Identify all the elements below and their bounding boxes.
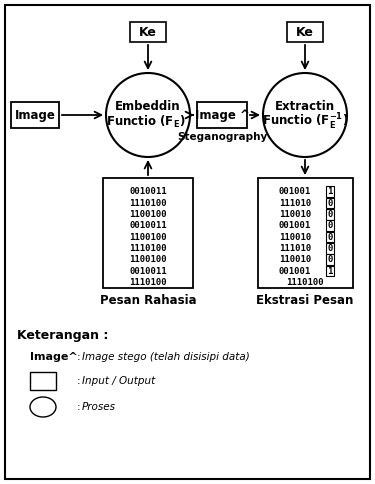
Text: Proses: Proses (82, 402, 116, 412)
Text: 110010: 110010 (279, 210, 311, 219)
Text: 1110100: 1110100 (129, 278, 167, 287)
Text: 0010011: 0010011 (129, 267, 167, 275)
Text: Image: Image (15, 108, 55, 121)
Text: 0010011: 0010011 (129, 221, 167, 230)
Text: 001001: 001001 (279, 221, 311, 230)
Bar (30, 372, 56, 390)
Bar (197, 102, 247, 128)
Text: Ke: Ke (296, 26, 314, 39)
Text: 1100100: 1100100 (129, 255, 167, 264)
Text: :: : (77, 376, 81, 386)
Text: Extractin: Extractin (275, 101, 335, 114)
Text: Image ^: Image ^ (195, 108, 249, 121)
Text: 0: 0 (327, 210, 333, 219)
Text: Ekstrasi Pesan: Ekstrasi Pesan (256, 293, 354, 306)
Text: :: : (77, 352, 81, 362)
Ellipse shape (263, 73, 347, 157)
Text: Pesan Rahasia: Pesan Rahasia (100, 293, 196, 306)
Text: Functio ($\mathbf{F_E^{-1}}$): Functio ($\mathbf{F_E^{-1}}$) (262, 112, 348, 132)
Text: 110010: 110010 (279, 232, 311, 242)
Text: 0: 0 (327, 244, 333, 253)
Bar (103, 178, 193, 288)
Text: 111010: 111010 (279, 244, 311, 253)
Bar (258, 178, 352, 288)
Bar (287, 22, 323, 42)
Text: 1: 1 (327, 187, 333, 196)
Text: Steganography: Steganography (177, 132, 267, 142)
Text: :: : (77, 402, 81, 412)
Text: Keterangan :: Keterangan : (17, 329, 108, 342)
Text: 1110100: 1110100 (129, 198, 167, 208)
Text: 0: 0 (327, 232, 333, 242)
Text: Input / Output: Input / Output (82, 376, 155, 386)
Ellipse shape (30, 397, 56, 417)
Bar (11, 102, 59, 128)
Text: 0: 0 (327, 221, 333, 230)
Text: Ke: Ke (139, 26, 157, 39)
Text: Image stego (telah disisipi data): Image stego (telah disisipi data) (82, 352, 250, 362)
Text: Embeddin: Embeddin (115, 101, 181, 114)
Text: 001001: 001001 (279, 267, 311, 275)
Text: 1100100: 1100100 (129, 232, 167, 242)
Text: Image^: Image^ (30, 352, 78, 362)
Ellipse shape (106, 73, 190, 157)
Text: 0010011: 0010011 (129, 187, 167, 196)
Text: 0: 0 (327, 198, 333, 208)
Text: 1100100: 1100100 (129, 210, 167, 219)
Text: 1110100: 1110100 (129, 244, 167, 253)
Text: 001001: 001001 (279, 187, 311, 196)
Text: 1: 1 (327, 267, 333, 275)
Text: 0: 0 (327, 255, 333, 264)
Text: 1110100: 1110100 (286, 278, 324, 287)
Text: Functio ($\mathbf{F_E}$): Functio ($\mathbf{F_E}$) (106, 114, 186, 130)
Text: 110010: 110010 (279, 255, 311, 264)
Text: 111010: 111010 (279, 198, 311, 208)
Bar (130, 22, 166, 42)
